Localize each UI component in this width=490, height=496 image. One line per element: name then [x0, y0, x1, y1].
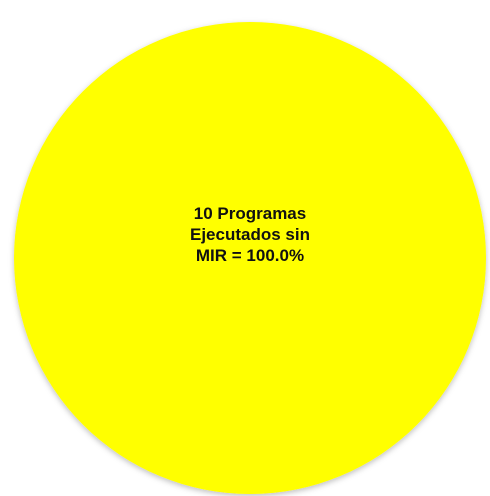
pie-labels: 10 Programas Ejecutados sin MIR = 100.0%	[190, 204, 310, 265]
pie-slice	[14, 22, 486, 494]
pie-slice-label-line: MIR = 100.0%	[196, 246, 304, 265]
pie-slice-label-line: 10 Programas	[194, 204, 306, 223]
pie-slice-label-line: Ejecutados sin	[190, 225, 310, 244]
pie-slice-label: 10 Programas Ejecutados sin MIR = 100.0%	[190, 204, 310, 265]
pie-slices	[14, 22, 486, 494]
